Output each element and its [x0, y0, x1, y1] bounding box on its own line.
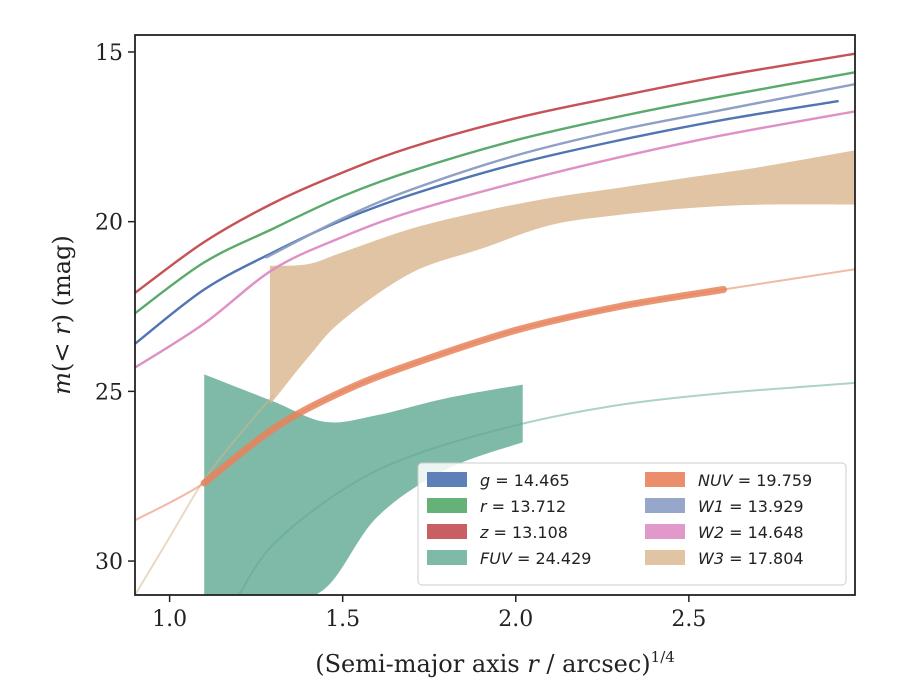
band-w3	[270, 150, 855, 405]
y-axis: 15 20 25 30	[95, 41, 135, 575]
x-tick-label: 1.0	[152, 607, 187, 632]
band-fuv	[204, 374, 523, 595]
legend-swatch-w2	[645, 524, 685, 539]
line-z	[135, 52, 855, 295]
legend-swatch-nuv	[645, 472, 685, 487]
y-axis-label: m(< r) (mag)	[48, 235, 76, 395]
line-g	[135, 100, 839, 345]
plot-area	[135, 52, 855, 595]
y-tick-label: 30	[95, 550, 123, 575]
legend-frame	[417, 462, 847, 586]
legend-label-w3: W3 = 17.804	[698, 549, 804, 568]
y-tick-label: 20	[95, 211, 123, 236]
x-axis: 1.0 1.5 2.0 2.5	[152, 595, 706, 632]
plot-frame	[134, 34, 856, 596]
x-tick-label: 2.5	[671, 607, 706, 632]
legend-swatch-w3	[645, 550, 685, 565]
curve-fuv	[237, 381, 855, 595]
legend-label-g: g = 14.465	[480, 471, 570, 490]
legend-swatch-r	[427, 498, 467, 513]
legend-label-nuv: NUV = 19.759	[698, 471, 812, 490]
x-tick-label: 1.5	[325, 607, 360, 632]
legend-swatch-g	[427, 472, 467, 487]
x-tick-label: 2.0	[498, 607, 533, 632]
legend-label-w2: W2 = 14.648	[698, 523, 804, 542]
x-axis-label: (Semi-major axis r / arcsec)1/4	[315, 648, 675, 678]
legend-swatch-fuv	[427, 550, 467, 565]
legend-label-z: z = 13.108	[479, 523, 568, 542]
y-tick-label: 15	[95, 41, 123, 66]
line-r	[135, 71, 855, 315]
line-w1	[265, 83, 855, 259]
line-nuv	[200, 286, 727, 487]
y-tick-label: 25	[95, 380, 123, 405]
legend-label-w1: W1 = 13.929	[698, 497, 804, 516]
legend: g = 14.465 r = 13.712 z = 13.108 FUV = 24.4…	[417, 462, 847, 586]
legend-swatch-z	[427, 524, 467, 539]
legend-label-r: r = 13.712	[480, 497, 566, 516]
legend-swatch-w1	[645, 498, 685, 513]
line-w2	[135, 110, 855, 369]
legend-label-fuv: FUV = 24.429	[480, 549, 591, 568]
